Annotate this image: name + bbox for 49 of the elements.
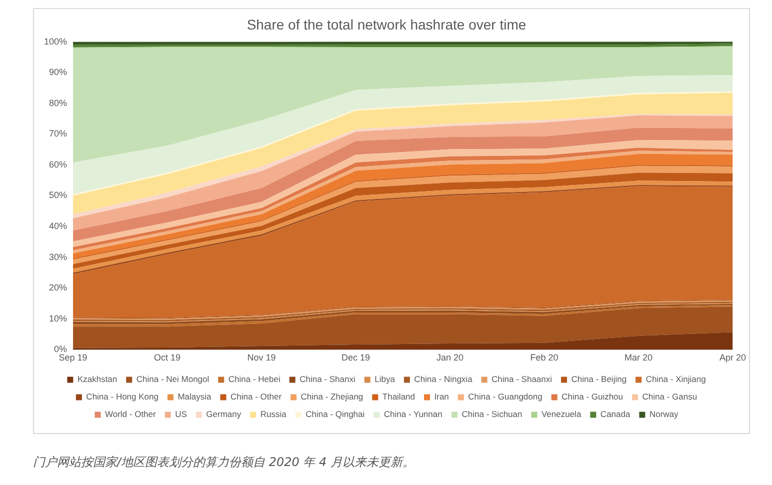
y-tick-label: 10%	[49, 313, 68, 324]
legend-label: Venezuela	[541, 409, 582, 420]
legend-label: Thailand	[382, 392, 416, 402]
legend-label: China - Gansu	[642, 392, 698, 402]
legend-label: China - Xinjiang	[646, 374, 706, 384]
x-tick-label: Apr 20	[719, 352, 746, 363]
legend-label: China - Hong Kong	[86, 392, 159, 402]
legend-label: China - Other	[230, 392, 282, 402]
legend-label: World - Other	[104, 409, 156, 420]
x-tick-label: Jan 20	[436, 352, 464, 363]
legend-label: Russia	[260, 409, 287, 420]
y-tick-label: 100%	[44, 36, 68, 46]
legend-label: China - Sichuan	[462, 409, 522, 420]
legend-label: China - Zhejiang	[300, 392, 364, 402]
legend-label: Norway	[649, 409, 680, 420]
y-tick-label: 60%	[49, 159, 68, 170]
legend-label: China - Nei Mongol	[136, 374, 210, 384]
y-tick-label: 0%	[54, 344, 68, 354]
y-tick-label: 90%	[49, 67, 68, 78]
legend-label: Libya	[374, 374, 396, 384]
y-tick-label: 70%	[49, 128, 68, 139]
legend-label: Germany	[206, 409, 242, 420]
y-tick-label: 50%	[49, 190, 68, 200]
x-tick-label: Oct 19	[154, 352, 181, 363]
legend-label: China - Hebei	[228, 374, 280, 384]
legend-label: China - Beijing	[571, 374, 627, 384]
legend-label: China - Ningxia	[414, 374, 473, 384]
legend-label: US	[175, 409, 188, 420]
x-tick-label: Feb 20	[530, 352, 558, 363]
legend-label: Malaysia	[178, 392, 212, 402]
legend-label: Canada	[600, 409, 630, 420]
legend-label: China - Shaanxi	[492, 374, 552, 384]
x-tick-label: Sep 19	[58, 352, 88, 363]
y-tick-label: 20%	[49, 282, 68, 293]
y-tick-label: 40%	[49, 221, 68, 232]
text: 门户网站按国家/地区图表划分的算力份额自 2020 年 4 月以来未更新。	[33, 454, 416, 471]
x-tick-label: Dec 19	[341, 352, 370, 363]
chart-title: Share of the total network hashrate over time	[246, 16, 526, 32]
legend-label: China - Qinghai	[306, 409, 365, 420]
x-tick-label: Mar 20	[624, 352, 653, 363]
legend-label: Iran	[434, 392, 450, 402]
legend-label: China - Yunnan	[384, 409, 443, 420]
legend-label: Kzakhstan	[77, 374, 118, 384]
x-tick-label: Nov 19	[247, 352, 276, 363]
legend-label: China - Shanxi	[300, 374, 356, 384]
legend-label: China - Guizhou	[562, 392, 624, 402]
legend-label: China - Guangdong	[468, 392, 543, 402]
y-tick-label: 30%	[49, 252, 68, 262]
y-tick-label: 80%	[49, 98, 68, 108]
